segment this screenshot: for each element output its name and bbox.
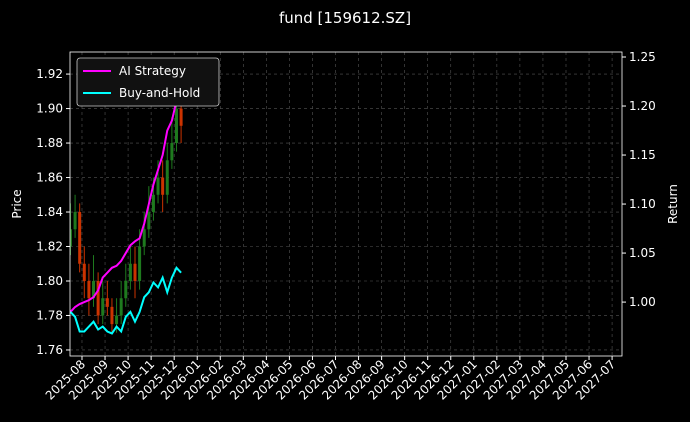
candle-body xyxy=(105,298,109,307)
candle-body xyxy=(96,280,100,316)
legend-box xyxy=(76,57,220,107)
y2-tick-label: 1.25 xyxy=(629,50,656,64)
candle-body xyxy=(101,298,105,316)
plot-frame xyxy=(69,51,623,357)
plot-layer xyxy=(70,82,183,335)
candle-body xyxy=(73,212,77,230)
y-tick-label: 1.90 xyxy=(36,102,63,116)
y-tick-label: 1.80 xyxy=(36,274,63,288)
candle-body xyxy=(138,246,142,281)
candle-body xyxy=(142,229,146,247)
line-series xyxy=(70,95,182,313)
line-series xyxy=(70,266,182,335)
candle-body xyxy=(165,160,169,195)
candle-body xyxy=(124,280,128,299)
candle-body xyxy=(82,263,86,281)
candle-body xyxy=(174,108,178,144)
candle-body xyxy=(151,194,155,213)
y2-tick-label: 1.20 xyxy=(629,99,656,113)
candle-body xyxy=(87,280,91,299)
candle-body xyxy=(92,280,96,299)
legend-label: Buy-and-Hold xyxy=(119,86,200,100)
y-tick-label: 1.86 xyxy=(36,171,63,185)
y-tick-label: 1.78 xyxy=(36,308,63,322)
candle-body xyxy=(147,212,151,230)
y-axis-label: Price xyxy=(10,189,24,218)
y-tick-label: 1.76 xyxy=(36,343,63,357)
candle-body xyxy=(78,212,82,264)
y-tick-label: 1.88 xyxy=(36,136,63,150)
y-tick-label: 1.84 xyxy=(36,205,63,219)
candle-body xyxy=(156,177,160,195)
y-tick-label: 1.82 xyxy=(36,240,63,254)
candle-body xyxy=(128,263,132,281)
candle-body xyxy=(110,306,114,325)
candle-body xyxy=(170,143,174,161)
candle-body xyxy=(70,229,72,247)
candle-body xyxy=(179,108,183,126)
y2-tick-label: 1.05 xyxy=(629,246,656,260)
y2-tick-label: 1.10 xyxy=(629,197,656,211)
y2-tick-label: 1.00 xyxy=(629,295,656,309)
candle-body xyxy=(115,315,119,325)
legend-label: AI Strategy xyxy=(119,64,186,78)
y2-tick-label: 1.15 xyxy=(629,148,656,162)
y2-axis-label: Return xyxy=(666,184,680,224)
candle-body xyxy=(119,298,123,316)
y-tick-label: 1.92 xyxy=(36,67,63,81)
candle-body xyxy=(161,177,165,195)
chart-title: fund [159612.SZ] xyxy=(279,9,411,27)
candle-body xyxy=(133,263,137,281)
